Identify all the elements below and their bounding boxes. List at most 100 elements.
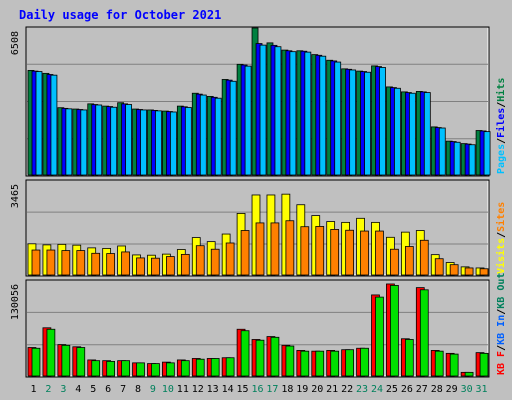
bar-kbytes-kb-f-bar-day-30 [464, 371, 474, 377]
bar-kbytes-kb-f-bar-day-27 [419, 289, 429, 377]
bar-hits-pages-day-9 [155, 110, 162, 176]
bar-visits-sites-day-13 [210, 248, 220, 276]
bar-visits-sites-day-20 [315, 226, 325, 276]
bar-hits-pages-day-2 [50, 74, 58, 176]
y-axis-max-label: 130056 [10, 284, 21, 320]
bar-hits-pages-day-23 [364, 71, 371, 176]
bar-hits-pages-day-22 [349, 69, 357, 176]
bar-kbytes-kb-f-bar-day-24 [375, 296, 384, 377]
chart-title: Daily usage for October 2021 [19, 8, 221, 22]
bar-visits-sites-day-30 [464, 267, 474, 276]
x-tick-label-day-9: 9 [150, 384, 156, 395]
bar-visits-sites-day-4 [76, 250, 86, 276]
bar-hits-pages-day-30 [468, 144, 476, 176]
bar-hits-pages-day-14 [229, 80, 237, 176]
bar-visits-sites-day-8 [136, 257, 145, 276]
bar-hits-pages-day-8 [140, 109, 147, 176]
bar-kbytes-kb-f-bar-day-19 [300, 350, 310, 377]
x-tick-label-day-17: 17 [266, 384, 278, 395]
legend-entry: Files [495, 108, 507, 138]
bar-hits-pages-day-6 [110, 106, 118, 176]
legend-entry: Visits [495, 238, 507, 274]
legend-entry: Sites [495, 202, 507, 232]
bar-hits-pages-day-3 [65, 108, 73, 176]
bar-visits-sites-day-24 [375, 230, 384, 276]
bar-hits-pages-day-17 [274, 46, 282, 176]
legend-entry: / [496, 309, 507, 315]
bar-kbytes-kb-f-bar-day-4 [76, 347, 86, 377]
bar-kbytes-kb-f-bar-day-11 [180, 360, 190, 377]
legend-entry: KB In [496, 315, 507, 345]
bar-kbytes-kb-f-bar-day-1 [31, 347, 41, 377]
x-tick-label-day-30: 30 [461, 384, 473, 395]
bar-hits-pages-day-20 [319, 55, 327, 176]
bar-hits-pages-day-4 [80, 109, 88, 176]
bar-visits-sites-day-21 [330, 229, 340, 276]
x-tick-label-day-18: 18 [281, 384, 293, 395]
panel-legend: Pages/Files/Hits [495, 78, 507, 174]
bar-visits-sites-day-25 [390, 248, 399, 276]
bar-visits-sites-day-5 [91, 252, 101, 276]
bar-visits-sites-day-27 [419, 239, 429, 276]
bar-hits-pages-day-16 [259, 44, 267, 176]
bar-kbytes-kb-f-bar-day-14 [225, 357, 235, 377]
x-tick-label-day-21: 21 [326, 384, 338, 395]
legend-entry: Pages [496, 144, 507, 174]
x-tick-label-day-14: 14 [222, 384, 234, 395]
x-tick-label-day-22: 22 [341, 384, 353, 395]
bar-kbytes-kb-f-bar-day-22 [345, 349, 354, 377]
x-tick-label-day-3: 3 [60, 384, 66, 395]
y-axis-max-label: 3465 [10, 184, 21, 208]
bar-kbytes-kb-f-bar-day-6 [106, 360, 116, 377]
bar-kbytes-kb-f-bar-day-31 [479, 352, 489, 377]
bar-visits-sites-day-31 [479, 268, 489, 276]
bar-kbytes-kb-f-bar-day-5 [91, 360, 101, 377]
x-tick-label-day-4: 4 [75, 384, 81, 395]
bar-visits-sites-day-6 [106, 253, 116, 276]
bar-kbytes-kb-f-bar-day-12 [195, 358, 205, 377]
x-tick-label-day-27: 27 [416, 384, 428, 395]
legend-entry: KB F [496, 351, 507, 375]
series-pages [35, 44, 491, 176]
bar-kbytes-kb-f-bar-day-2 [46, 328, 56, 377]
bar-kbytes-kb-f-bar-day-15 [240, 330, 250, 377]
x-tick-label-day-12: 12 [192, 384, 204, 395]
bar-kbytes-kb-f-bar-day-28 [434, 350, 444, 377]
x-tick-label-day-8: 8 [135, 384, 141, 395]
bar-kbytes-kb-f-bar-day-9 [151, 363, 160, 377]
x-tick-label-day-24: 24 [371, 384, 383, 395]
bar-visits-sites-day-28 [434, 258, 444, 276]
series-sites [31, 220, 489, 276]
bar-visits-sites-day-14 [225, 242, 235, 276]
bar-visits-sites-day-2 [46, 249, 56, 276]
x-tick-label-day-10: 10 [162, 384, 174, 395]
bar-hits-pages-day-27 [423, 92, 431, 176]
bar-visits-sites-day-3 [61, 250, 71, 276]
bar-hits-pages-day-19 [304, 51, 312, 176]
x-tick-label-day-20: 20 [311, 384, 323, 395]
bar-visits-sites-day-16 [255, 222, 265, 276]
bar-hits-pages-day-21 [334, 61, 342, 176]
bar-kbytes-kb-f-bar-day-18 [285, 345, 295, 377]
bar-visits-sites-day-17 [270, 222, 280, 276]
x-tick-label-day-23: 23 [356, 384, 368, 395]
x-tick-label-day-6: 6 [105, 384, 111, 395]
bar-visits-sites-day-22 [345, 229, 354, 276]
bar-kbytes-kb-f-bar-day-16 [255, 339, 265, 377]
bar-kbytes-kb-f-bar-day-13 [210, 358, 220, 377]
bar-visits-sites-day-7 [121, 251, 130, 276]
bar-kbytes-kb-f-bar-day-21 [330, 350, 340, 377]
bar-hits-pages-day-18 [289, 51, 297, 176]
series-files [31, 43, 487, 176]
bar-kbytes-kb-f-bar-day-7 [121, 360, 130, 377]
series-kb-f-bar [31, 285, 489, 377]
bar-kbytes-kb-f-bar-day-17 [270, 336, 280, 377]
bar-hits-pages-day-12 [199, 94, 207, 176]
bar-hits-pages-day-28 [438, 127, 446, 176]
bar-visits-sites-day-12 [195, 245, 205, 276]
bar-visits-sites-day-1 [31, 249, 41, 276]
x-axis-day-labels: 1 2 3 4 5 6 7 8 9 10 11 12 13 14 15 16 17 18 19 20 21 22 23 24 2… [30, 384, 487, 395]
bar-hits-pages-day-7 [125, 104, 133, 176]
x-tick-label-day-2: 2 [45, 384, 51, 395]
